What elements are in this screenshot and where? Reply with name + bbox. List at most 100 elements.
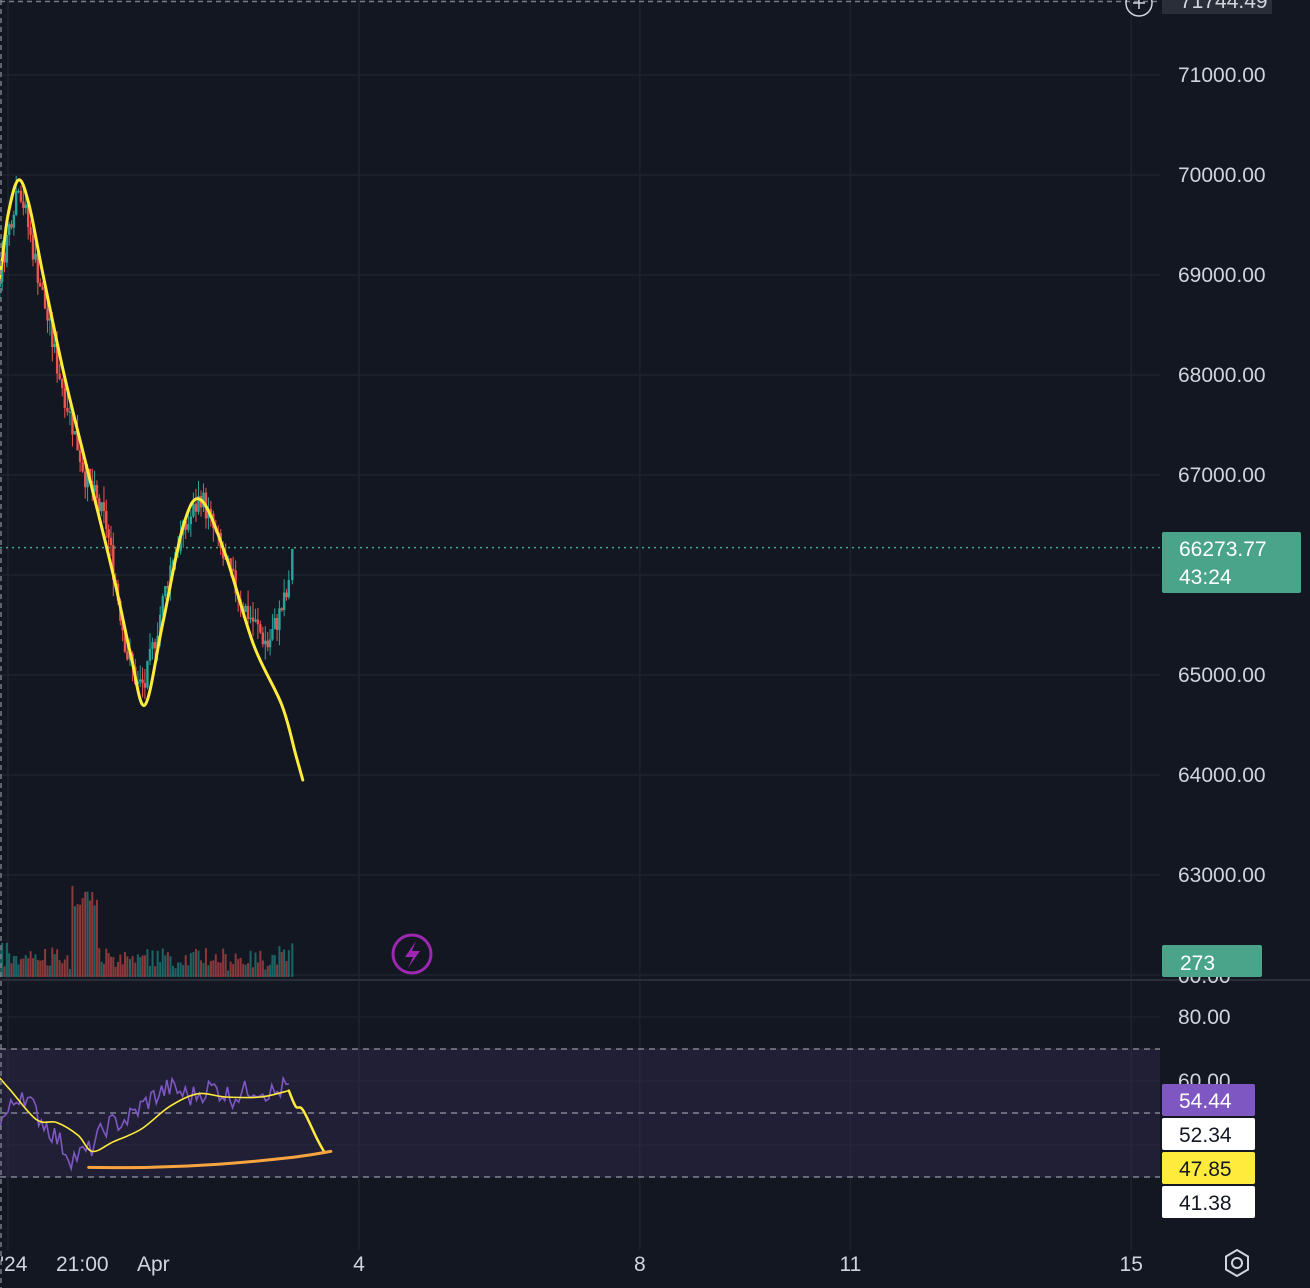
candle-body: [31, 234, 35, 260]
volume-bar: [105, 948, 108, 977]
volume-bar: [239, 957, 242, 977]
settings-icon[interactable]: [1225, 1248, 1249, 1278]
candle-body: [48, 318, 52, 321]
rsi-value-tag: [1162, 1152, 1255, 1184]
time-tick-label: 21:00: [56, 1253, 109, 1276]
volume-bar: [68, 969, 71, 977]
candle-body: [148, 648, 152, 661]
candle-body: [266, 640, 269, 648]
rsi-ma-line: [0, 1077, 289, 1153]
candle-body: [107, 529, 110, 538]
volume-bar: [254, 952, 257, 977]
candle-body: [261, 632, 265, 645]
volume-bar: [229, 961, 232, 977]
volume-bar: [247, 963, 250, 977]
price-tick-label: 64000.00: [1178, 764, 1266, 787]
candle-body: [112, 545, 115, 581]
candle-body: [105, 510, 108, 530]
candle-body: [81, 462, 84, 472]
volume-bar: [128, 959, 131, 977]
volume-bar: [124, 952, 126, 977]
volume-bar: [192, 952, 195, 977]
volume-bar: [156, 950, 159, 977]
candle-body: [192, 503, 195, 517]
rsi-value-text: 47.85: [1179, 1158, 1232, 1181]
candle-body: [0, 281, 2, 287]
lightning-icon[interactable]: [391, 933, 433, 975]
candle-body: [153, 642, 157, 649]
candle-body: [29, 227, 32, 235]
volume-bar: [237, 959, 240, 977]
volume-bar: [136, 954, 139, 977]
volume-bar: [273, 955, 276, 977]
candle-body: [256, 619, 260, 625]
volume-bar: [285, 960, 288, 977]
volume-bar: [164, 955, 167, 977]
grid: [0, 0, 1160, 1250]
volume-bar: [53, 954, 56, 977]
rsi-value-tags: 54.44 52.34 47.85 41.38: [1162, 1084, 1255, 1218]
price-axis[interactable]: 71000.00 70000.00 69000.00 68000.00 67000.00…: [1178, 64, 1266, 887]
volume-bar: [41, 960, 44, 977]
volume-bar: [134, 962, 137, 977]
candle-body: [84, 471, 87, 488]
volume-bar: [10, 963, 13, 977]
candle-body: [141, 679, 144, 684]
candle-body: [109, 537, 113, 546]
volume-bars: [0, 885, 294, 977]
volume-bar: [17, 964, 20, 977]
volume-bar: [76, 904, 79, 977]
volume-bar: [166, 952, 169, 977]
volume-bar: [232, 964, 235, 977]
volume-bar: [179, 962, 182, 977]
price-tick-label: 68000.00: [1178, 364, 1266, 387]
rsi-pane: [0, 1048, 1160, 1178]
volume-tag: 273: [1162, 945, 1262, 977]
volume-bar: [8, 953, 11, 977]
volume-bar: [66, 955, 69, 977]
candle-body: [121, 620, 124, 631]
last-price-text: 66273.77: [1179, 538, 1267, 561]
volume-bar: [212, 960, 215, 977]
time-axis[interactable]: '24 21:00 Apr 4 8 11 15: [0, 1253, 1143, 1276]
candle-body: [187, 524, 190, 530]
time-tick-label: 15: [1120, 1253, 1143, 1276]
candle-body: [285, 592, 288, 598]
volume-bar: [121, 964, 124, 977]
volume-bar: [15, 955, 18, 977]
candle-body: [126, 651, 129, 660]
volume-bar: [116, 961, 119, 977]
candle-body: [61, 379, 64, 389]
add-icon-plus: [1133, 0, 1145, 9]
candle-body: [10, 224, 13, 228]
candle-body: [66, 407, 69, 412]
volume-bar: [189, 953, 192, 977]
volume-bar: [278, 946, 281, 977]
volume-bar: [107, 953, 110, 977]
volume-bar: [197, 950, 200, 977]
candle-body: [231, 568, 235, 571]
candle-body: [197, 495, 200, 512]
volume-bar: [95, 899, 98, 977]
volume-bar: [174, 968, 177, 977]
candle-body: [291, 548, 294, 581]
add-icon[interactable]: [1125, 0, 1153, 17]
candle-body: [51, 318, 54, 348]
volume-bar: [19, 959, 22, 977]
volume-bar: [143, 955, 146, 977]
volume-bar: [34, 954, 37, 977]
volume-bar: [234, 953, 237, 977]
rsi-value-text: 41.38: [1179, 1192, 1232, 1215]
candle-body: [171, 560, 175, 566]
volume-bar: [58, 960, 61, 977]
candle-body: [143, 683, 147, 688]
rsi-value-tag: [1162, 1186, 1255, 1218]
candle-body: [280, 608, 283, 611]
volume-bar: [91, 892, 94, 977]
volume-bar: [182, 965, 185, 977]
volume-bar: [256, 962, 259, 977]
candle-body: [189, 516, 193, 525]
volume-bar: [63, 959, 66, 977]
